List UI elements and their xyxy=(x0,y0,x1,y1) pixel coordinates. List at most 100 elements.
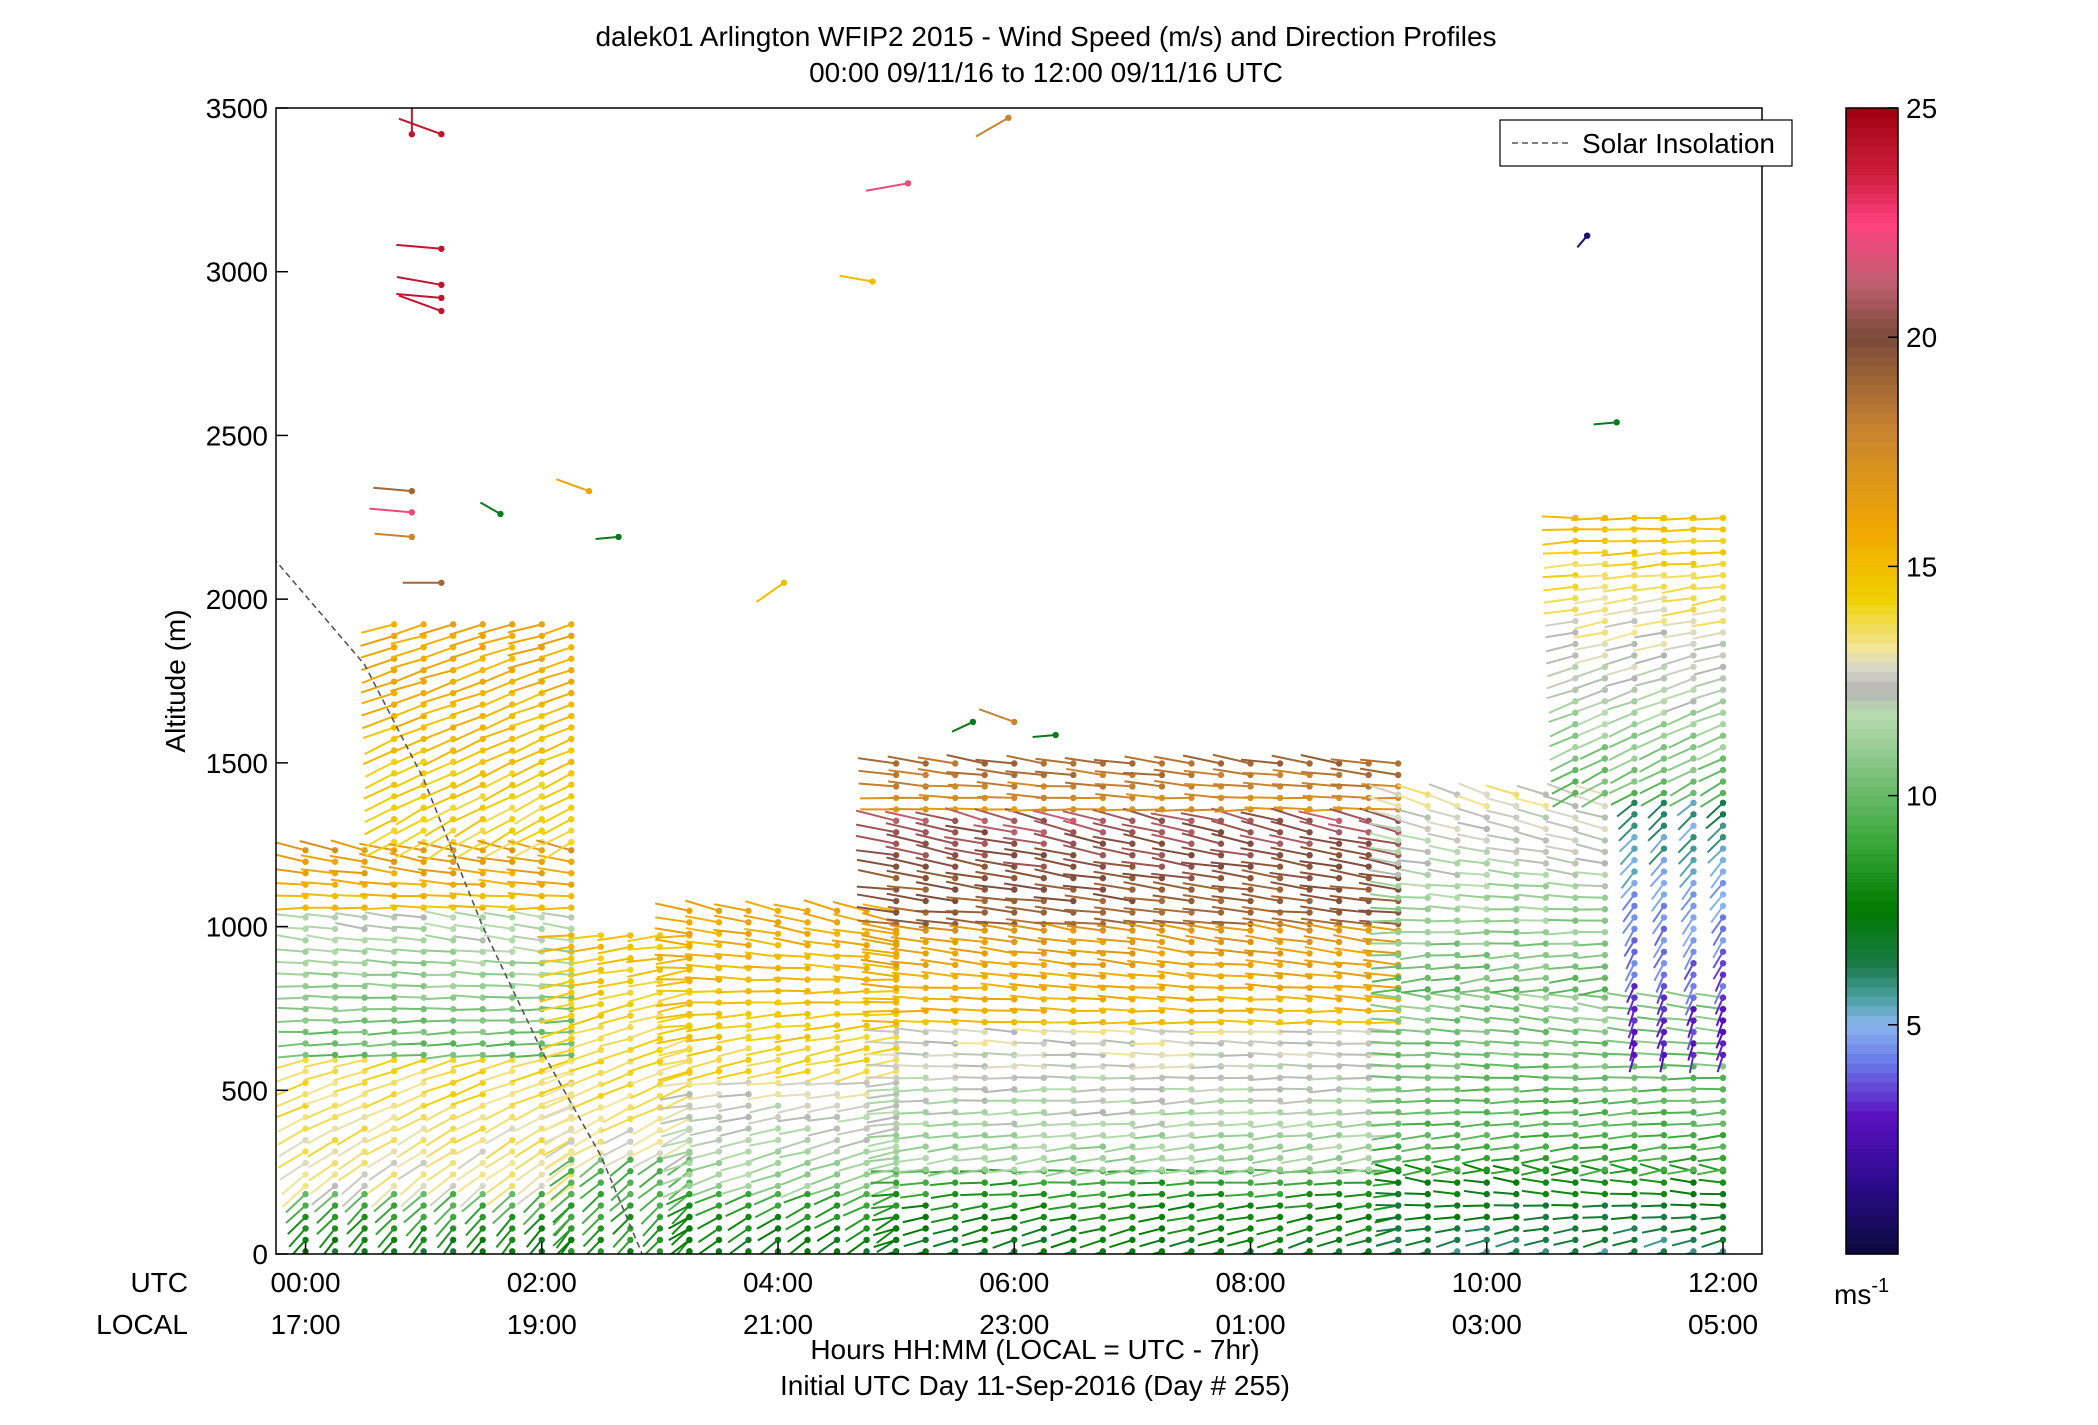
wind-barb-stem xyxy=(390,634,424,645)
wind-barb-point xyxy=(1690,743,1697,751)
wind-barb-point xyxy=(509,644,516,651)
wind-barb-stem xyxy=(1490,1168,1517,1175)
wind-barb-point xyxy=(1483,1213,1490,1221)
wind-barb-point xyxy=(1454,1109,1461,1116)
wind-barb-stem xyxy=(454,829,484,847)
wind-barb-point xyxy=(774,1190,782,1198)
wind-barb-stem xyxy=(408,1227,425,1249)
wind-barb-stem xyxy=(390,669,425,685)
wind-barb-point xyxy=(981,1213,988,1221)
wind-barb-point xyxy=(479,1159,486,1167)
wind-barb-point xyxy=(615,533,622,541)
wind-barb-stem xyxy=(1577,965,1605,971)
wind-barb-stem xyxy=(1490,1134,1517,1141)
wind-barb-stem xyxy=(539,980,572,990)
wind-barb-point xyxy=(1572,906,1579,913)
wind-barb-stem xyxy=(1671,1238,1694,1247)
wind-barb-stem xyxy=(420,657,454,672)
wind-barb-point xyxy=(1572,663,1579,671)
wind-barb-point xyxy=(774,1033,782,1041)
wind-barb-stem xyxy=(876,1227,897,1244)
wind-barb-stem xyxy=(1182,919,1222,925)
wind-barb-stem xyxy=(1338,1076,1369,1080)
wind-barb-point xyxy=(1306,760,1313,767)
wind-barb-point xyxy=(1572,974,1579,982)
wind-barb-stem xyxy=(1486,809,1517,819)
wind-barb-stem xyxy=(896,1088,926,1093)
wind-barb-point xyxy=(538,1171,545,1178)
wind-barb-stem xyxy=(1068,996,1103,1001)
wind-barb-stem xyxy=(1463,1189,1487,1196)
wind-barb-point xyxy=(1542,1074,1550,1082)
colorbar-band xyxy=(1846,967,1898,978)
wind-barb-stem xyxy=(483,1104,513,1121)
wind-barb-stem xyxy=(873,1238,897,1248)
wind-barb-stem xyxy=(510,1070,543,1083)
wind-barb-stem xyxy=(1368,796,1399,808)
wind-barb-point xyxy=(1660,856,1668,864)
wind-barb-point xyxy=(597,1167,605,1175)
wind-barb-stem xyxy=(985,1134,1015,1139)
wind-barb-stem xyxy=(1133,1134,1163,1140)
wind-barb-stem xyxy=(1064,921,1103,925)
wind-barb-point xyxy=(1631,1086,1638,1093)
wind-barb-stem xyxy=(425,1031,454,1036)
wind-barb-stem xyxy=(1577,1065,1605,1069)
wind-barb-point xyxy=(1454,802,1461,810)
wind-barb-stem xyxy=(1548,1122,1576,1126)
wind-barb-stem xyxy=(599,1026,631,1038)
wind-barb-point xyxy=(420,1079,427,1086)
wind-barb-point xyxy=(922,840,929,847)
wind-barb-stem xyxy=(662,1140,690,1159)
wind-barb-stem xyxy=(1153,755,1192,765)
wind-barb-stem xyxy=(1489,1111,1517,1115)
wind-barb-stem xyxy=(1581,769,1606,785)
wind-barb-stem xyxy=(425,1139,454,1159)
wind-barb-stem xyxy=(365,947,395,953)
wind-barb-point xyxy=(774,942,782,949)
wind-barb-stem xyxy=(308,1053,336,1058)
wind-barb-stem xyxy=(1279,1063,1310,1068)
wind-barb-point xyxy=(1099,863,1107,870)
wind-barb-stem xyxy=(656,1013,690,1020)
wind-barb-point xyxy=(1601,1005,1609,1013)
wind-barb-stem xyxy=(1516,819,1547,830)
wind-barb-point xyxy=(420,1017,427,1024)
wind-barb-point xyxy=(1306,1143,1313,1150)
wind-barb-stem xyxy=(1192,1145,1222,1152)
wind-barb-stem xyxy=(1663,643,1694,651)
wind-barb-stem xyxy=(1401,1145,1428,1153)
colorbar-band xyxy=(1846,986,1898,997)
wind-barb-point xyxy=(686,1125,693,1132)
wind-barb-stem xyxy=(1376,1227,1399,1233)
wind-barb-stem xyxy=(1696,700,1724,714)
wind-barb-stem xyxy=(338,1150,366,1171)
wind-barb-stem xyxy=(1315,1204,1340,1210)
wind-barb-point xyxy=(804,1159,811,1167)
wind-barb-point xyxy=(1070,851,1077,859)
wind-barb-stem xyxy=(1427,820,1458,830)
wind-barb-stem xyxy=(1309,1088,1340,1094)
wind-barb-point xyxy=(420,892,427,900)
wind-barb-stem xyxy=(1152,894,1192,903)
wind-barb-point xyxy=(1188,1154,1195,1162)
wind-barb-point xyxy=(509,655,516,662)
wind-barb-stem xyxy=(511,1093,543,1106)
wind-barb-stem xyxy=(1182,894,1222,903)
wind-barb-stem xyxy=(691,1162,720,1172)
wind-barb-point xyxy=(1660,1109,1668,1116)
wind-barb-point xyxy=(1690,652,1697,659)
wind-barb-stem xyxy=(405,1216,425,1237)
wind-barb-stem xyxy=(1271,783,1310,788)
wind-barb-stem xyxy=(1638,746,1665,761)
wind-barb-point xyxy=(1631,1190,1638,1198)
wind-barb-point xyxy=(1394,974,1402,982)
wind-barb-point xyxy=(1631,1213,1638,1221)
wind-barb-stem xyxy=(1464,1227,1487,1233)
wind-barbs xyxy=(276,108,1727,1254)
wind-barb-stem xyxy=(1096,937,1133,943)
wind-barb-point xyxy=(1099,961,1107,969)
wind-barb-point xyxy=(981,927,988,934)
wind-barb-stem xyxy=(1635,665,1665,678)
wind-barb-point xyxy=(981,840,988,847)
